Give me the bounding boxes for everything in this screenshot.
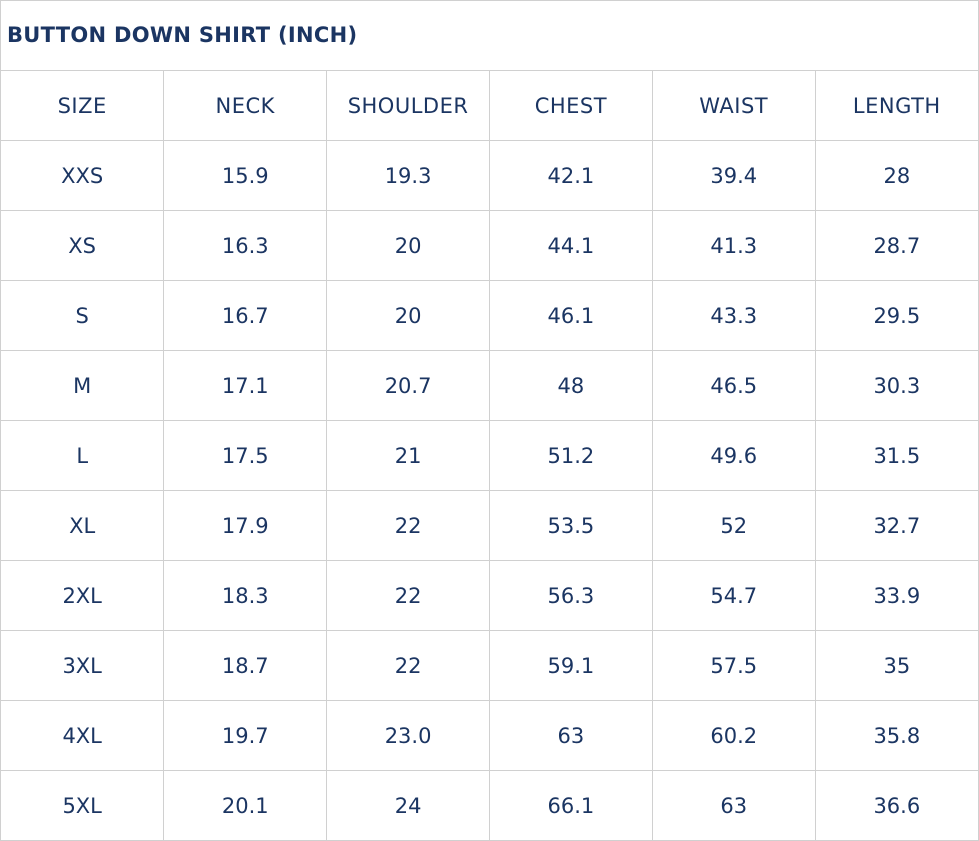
cell-chest: 48 <box>489 350 653 421</box>
cell-chest: 42.1 <box>489 140 653 211</box>
cell-length: 36.6 <box>873 793 921 818</box>
cell-neck: 19.7 <box>163 700 328 771</box>
cell-size: XXS <box>1 140 165 211</box>
header-row: SIZE NECK SHOULDER CHEST WAIST LENGTH <box>1 71 978 141</box>
column-header-chest: CHEST <box>489 71 653 141</box>
cell-size: 2XL <box>1 560 165 631</box>
table-row: 2XL 18.3 22 56.3 54.7 33.9 <box>1 560 978 631</box>
cell-length: 28 <box>815 140 978 211</box>
column-header-size: SIZE <box>1 71 165 141</box>
cell-shoulder: 19.3 <box>326 140 490 211</box>
cell-neck: 16.7 <box>163 280 328 351</box>
cell-shoulder: 20 <box>326 280 490 351</box>
cell-neck: 18.3 <box>163 560 328 631</box>
size-table: SIZE NECK SHOULDER CHEST WAIST LENGTH XXS 15.9… <box>1 71 978 840</box>
column-header-shoulder: SHOULDER <box>326 71 490 141</box>
table-row: XS 16.3 20 44.1 41.3 28.7 <box>1 210 978 281</box>
cell-length: 28.7 <box>815 210 978 281</box>
cell-length: 32.7 <box>815 490 978 561</box>
cell-length: 35.8 <box>815 700 978 771</box>
table-row: L 17.5 21 51.2 49.6 31.5 <box>1 420 978 491</box>
cell-neck: 18.7 <box>163 630 328 701</box>
cell-chest: 63 <box>489 700 653 771</box>
cell-waist: 57.5 <box>652 630 816 701</box>
column-header-neck: NECK <box>163 71 328 141</box>
cell-size: 3XL <box>1 630 165 701</box>
cell-neck: 17.9 <box>163 490 328 561</box>
cell-shoulder: 21 <box>326 420 490 491</box>
cell-size: S <box>1 280 165 351</box>
table-row: S 16.7 20 46.1 43.3 29.5 <box>1 280 978 351</box>
cell-length: 30.3 <box>815 350 978 421</box>
table-row: 5XL 20.1 24 66.1 63 36.6 <box>1 770 978 840</box>
column-header-waist: WAIST <box>652 71 816 141</box>
cell-size: 5XL <box>1 770 165 840</box>
cell-waist: 41.3 <box>652 210 816 281</box>
cell-size: M <box>1 350 165 421</box>
cell-shoulder: 23.0 <box>326 700 490 771</box>
cell-length: 33.9 <box>815 560 978 631</box>
table-row: 4XL 19.7 23.0 63 60.2 35.8 <box>1 700 978 771</box>
cell-size: 4XL <box>1 700 165 771</box>
cell-size: XS <box>1 210 165 281</box>
cell-chest: 66.1 <box>489 770 653 840</box>
cell-waist: 52 <box>652 490 816 561</box>
cell-length: 29.5 <box>815 280 978 351</box>
cell-shoulder: 20.7 <box>326 350 490 421</box>
cell-waist: 54.7 <box>652 560 816 631</box>
table-row: 3XL 18.7 22 59.1 57.5 35 <box>1 630 978 701</box>
cell-shoulder: 20 <box>326 210 490 281</box>
cell-neck: 17.1 <box>163 350 328 421</box>
cell-shoulder: 22 <box>326 490 490 561</box>
table-row: M 17.1 20.7 48 46.5 30.3 <box>1 350 978 421</box>
cell-waist: 49.6 <box>652 420 816 491</box>
table-row: XL 17.9 22 53.5 52 32.7 <box>1 490 978 561</box>
cell-neck: 16.3 <box>163 210 328 281</box>
cell-chest: 59.1 <box>489 630 653 701</box>
cell-neck: 20.1 <box>163 770 328 840</box>
cell-waist: 60.2 <box>652 700 816 771</box>
cell-neck: 15.9 <box>163 140 328 211</box>
cell-neck: 17.5 <box>163 420 328 491</box>
table-row: XXS 15.9 19.3 42.1 39.4 28 <box>1 140 978 211</box>
column-header-length: LENGTH <box>815 71 978 141</box>
cell-shoulder: 24 <box>326 770 490 840</box>
cell-length: 35 <box>815 630 978 701</box>
cell-chest: 51.2 <box>489 420 653 491</box>
cell-chest: 53.5 <box>489 490 653 561</box>
cell-chest: 46.1 <box>489 280 653 351</box>
cell-size: XL <box>1 490 165 561</box>
cell-waist: 46.5 <box>652 350 816 421</box>
cell-chest: 56.3 <box>489 560 653 631</box>
table-title: BUTTON DOWN SHIRT (INCH) <box>1 1 978 71</box>
cell-waist: 63 <box>652 770 816 840</box>
cell-shoulder: 22 <box>326 560 490 631</box>
cell-chest: 44.1 <box>489 210 653 281</box>
cell-shoulder: 22 <box>326 630 490 701</box>
cell-length: 31.5 <box>815 420 978 491</box>
cell-size: L <box>1 420 165 491</box>
cell-waist: 39.4 <box>652 140 816 211</box>
cell-waist: 43.3 <box>652 280 816 351</box>
